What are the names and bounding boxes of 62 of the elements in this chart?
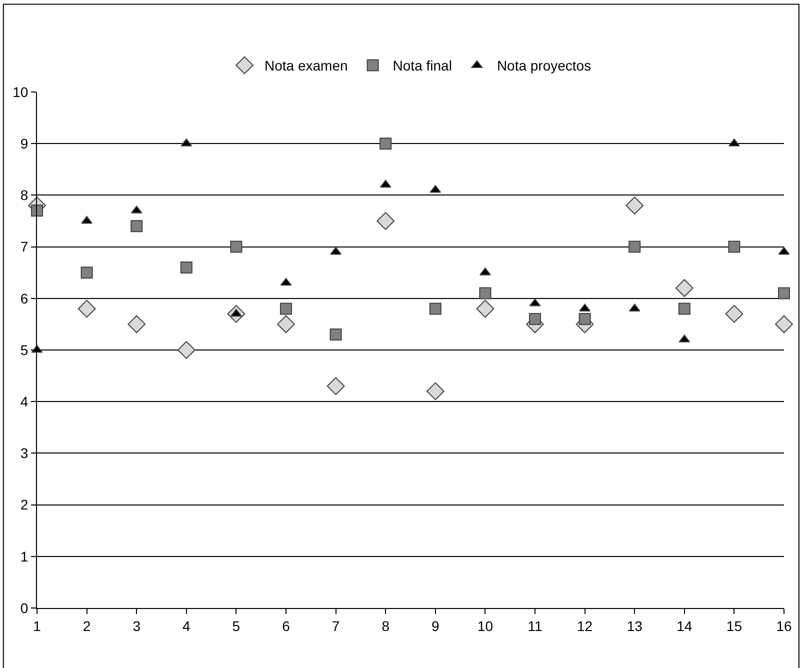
x-tick-label: 8 [382, 618, 390, 634]
y-tick-label: 3 [20, 445, 28, 462]
y-tick-label: 7 [20, 238, 28, 255]
point [130, 220, 143, 232]
y-tick-label: 1 [20, 548, 28, 564]
x-tick-label: 6 [282, 618, 290, 634]
point [678, 302, 690, 315]
point [31, 204, 43, 217]
point [326, 377, 345, 396]
point [429, 302, 442, 315]
x-tick-label: 5 [232, 618, 240, 634]
point [675, 279, 694, 298]
x-tick-label: 10 [477, 618, 494, 634]
point [626, 196, 644, 214]
point [280, 302, 292, 315]
point [479, 287, 492, 300]
point [775, 315, 793, 334]
x-tick-label: 14 [676, 618, 692, 634]
point [380, 180, 392, 188]
y-tick-label: 6 [20, 290, 28, 306]
x-tick-label: 4 [182, 618, 190, 634]
x-tick-label: 2 [82, 618, 91, 634]
point [778, 287, 790, 300]
point [330, 328, 342, 341]
point [78, 300, 96, 318]
x-tick-label: 15 [726, 618, 742, 634]
legend-label: Nota examen [264, 58, 348, 74]
point [578, 313, 591, 326]
x-tick-label: 1 [33, 618, 42, 634]
point [376, 212, 395, 230]
point [128, 315, 146, 334]
y-tick-label: 0 [20, 600, 28, 616]
point [277, 315, 295, 334]
x-tick-label: 3 [132, 618, 141, 634]
y-tick-label: 9 [20, 136, 28, 152]
x-tick-label: 11 [528, 618, 542, 634]
y-tick-label: 8 [20, 187, 28, 204]
point [180, 261, 192, 274]
point [725, 304, 744, 323]
legend-label: Nota final [392, 58, 452, 74]
y-tick-label: 10 [12, 84, 28, 100]
point [529, 313, 541, 326]
point [80, 266, 93, 279]
y-tick-label: 4 [20, 394, 28, 410]
x-tick-label: 16 [776, 618, 792, 634]
y-tick-label: 2 [20, 496, 28, 513]
point [728, 240, 740, 253]
point [426, 382, 444, 400]
point [476, 300, 494, 318]
point [280, 278, 292, 286]
point [380, 138, 392, 150]
x-tick-label: 13 [626, 618, 643, 634]
x-tick-label: 9 [432, 618, 440, 634]
point [230, 240, 242, 253]
point [177, 341, 196, 359]
x-tick-label: 12 [577, 618, 593, 634]
y-tick-label: 5 [20, 342, 28, 358]
legend-label: Nota proyectos [496, 58, 592, 74]
point [778, 246, 790, 255]
point [330, 246, 342, 255]
x-tick-label: 7 [332, 618, 340, 634]
point [628, 240, 641, 253]
